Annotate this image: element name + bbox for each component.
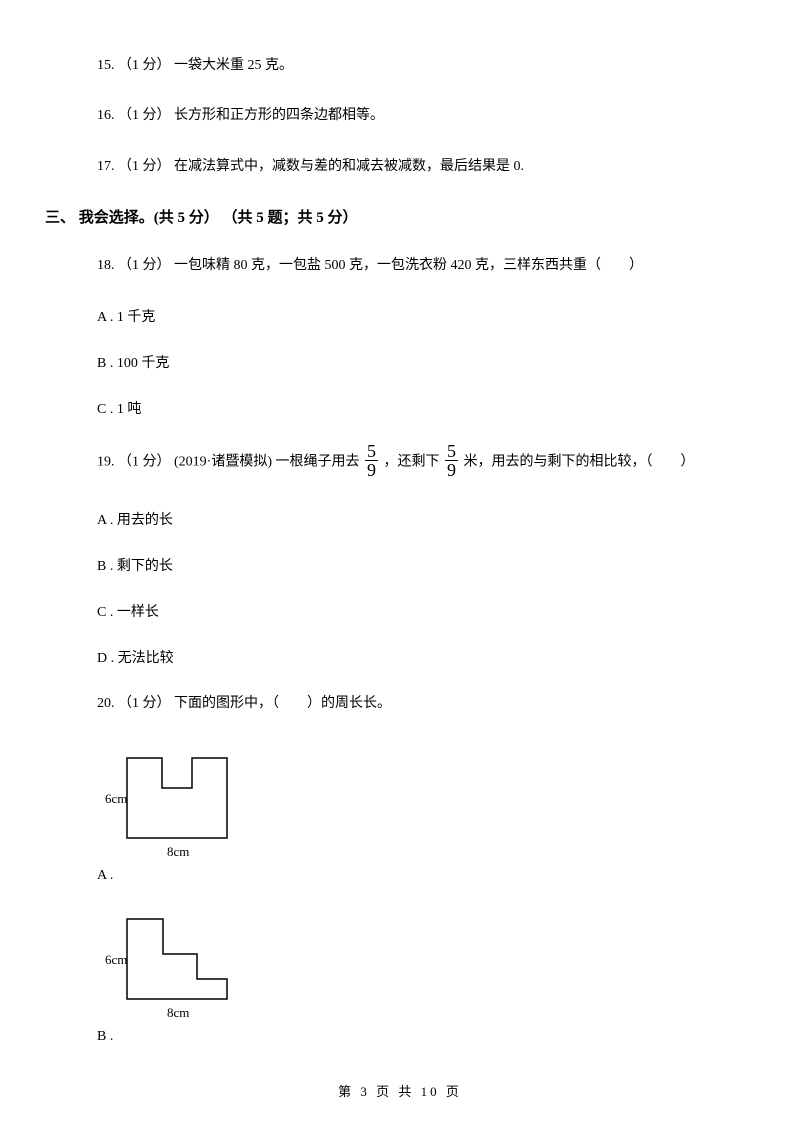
q18-option-a: A . 1 千克 xyxy=(97,306,755,326)
fraction-2: 59 xyxy=(445,442,458,479)
q-number: 20. xyxy=(97,696,115,711)
q-number: 19. xyxy=(97,454,115,469)
figure-a-height: 6cm xyxy=(105,791,127,806)
q19-option-a: A . 用去的长 xyxy=(97,509,755,529)
q-text: 一包味精 80 克，一包盐 500 克，一包洗衣粉 420 克，三样东西共重（ … xyxy=(174,258,643,273)
q-number: 16. xyxy=(97,108,115,123)
frac-den: 9 xyxy=(365,461,378,479)
frac-num: 5 xyxy=(445,442,458,461)
q20-option-b: 6cm 8cm B . xyxy=(97,904,755,1045)
q19-option-d: D . 无法比较 xyxy=(97,647,755,667)
question-19: 19. （1 分） (2019·诸暨模拟) 一根绳子用去 59 ，还剩下 59 … xyxy=(97,444,755,481)
q18-option-b: B . 100 千克 xyxy=(97,352,755,372)
q-text: 一袋大米重 25 克。 xyxy=(174,58,293,73)
question-18: 18. （1 分） 一包味精 80 克，一包盐 500 克，一包洗衣粉 420 … xyxy=(97,255,755,277)
option-label: A . xyxy=(97,868,113,884)
q-source: (2019·诸暨模拟) xyxy=(174,454,272,469)
option-label: B . xyxy=(97,1029,113,1045)
q-points: （1 分） xyxy=(118,454,171,469)
q-text: 在减法算式中，减数与差的和减去被减数，最后结果是 0. xyxy=(174,159,524,174)
q19-option-b: B . 剩下的长 xyxy=(97,555,755,575)
figure-b-width: 8cm xyxy=(167,1005,189,1020)
page-footer: 第 3 页 共 10 页 xyxy=(0,1081,800,1100)
section-3-header: 三、 我会选择。(共 5 分） （共 5 题；共 5 分） xyxy=(45,206,755,227)
q-text-pre: 一根绳子用去 xyxy=(276,454,364,469)
q-text-post: 米，用去的与剩下的相比较，（ ） xyxy=(460,454,695,469)
q-text: 长方形和正方形的四条边都相等。 xyxy=(174,108,384,123)
q-number: 18. xyxy=(97,258,115,273)
q20-option-a: 6cm 8cm A . xyxy=(97,743,755,884)
q-points: （1 分） xyxy=(118,58,171,73)
q-number: 17. xyxy=(97,159,115,174)
q-text: 下面的图形中，（ ）的周长长。 xyxy=(174,696,391,711)
question-20: 20. （1 分） 下面的图形中，（ ）的周长长。 xyxy=(97,693,755,715)
q-points: （1 分） xyxy=(118,258,171,273)
question-17: 17. （1 分） 在减法算式中，减数与差的和减去被减数，最后结果是 0. xyxy=(97,156,755,178)
q-points: （1 分） xyxy=(118,696,171,711)
q-number: 15. xyxy=(97,58,115,73)
question-16: 16. （1 分） 长方形和正方形的四条边都相等。 xyxy=(97,105,755,127)
q19-option-c: C . 一样长 xyxy=(97,601,755,621)
frac-num: 5 xyxy=(365,442,378,461)
figure-a-width: 8cm xyxy=(167,844,189,859)
question-15: 15. （1 分） 一袋大米重 25 克。 xyxy=(97,55,755,77)
q-text-mid: ，还剩下 xyxy=(380,454,443,469)
q-points: （1 分） xyxy=(118,159,171,174)
fraction-1: 59 xyxy=(365,442,378,479)
figure-a: 6cm 8cm xyxy=(97,743,257,868)
frac-den: 9 xyxy=(445,461,458,479)
q-points: （1 分） xyxy=(118,108,171,123)
figure-b: 6cm 8cm xyxy=(97,904,257,1029)
figure-b-height: 6cm xyxy=(105,952,127,967)
q18-option-c: C . 1 吨 xyxy=(97,398,755,418)
